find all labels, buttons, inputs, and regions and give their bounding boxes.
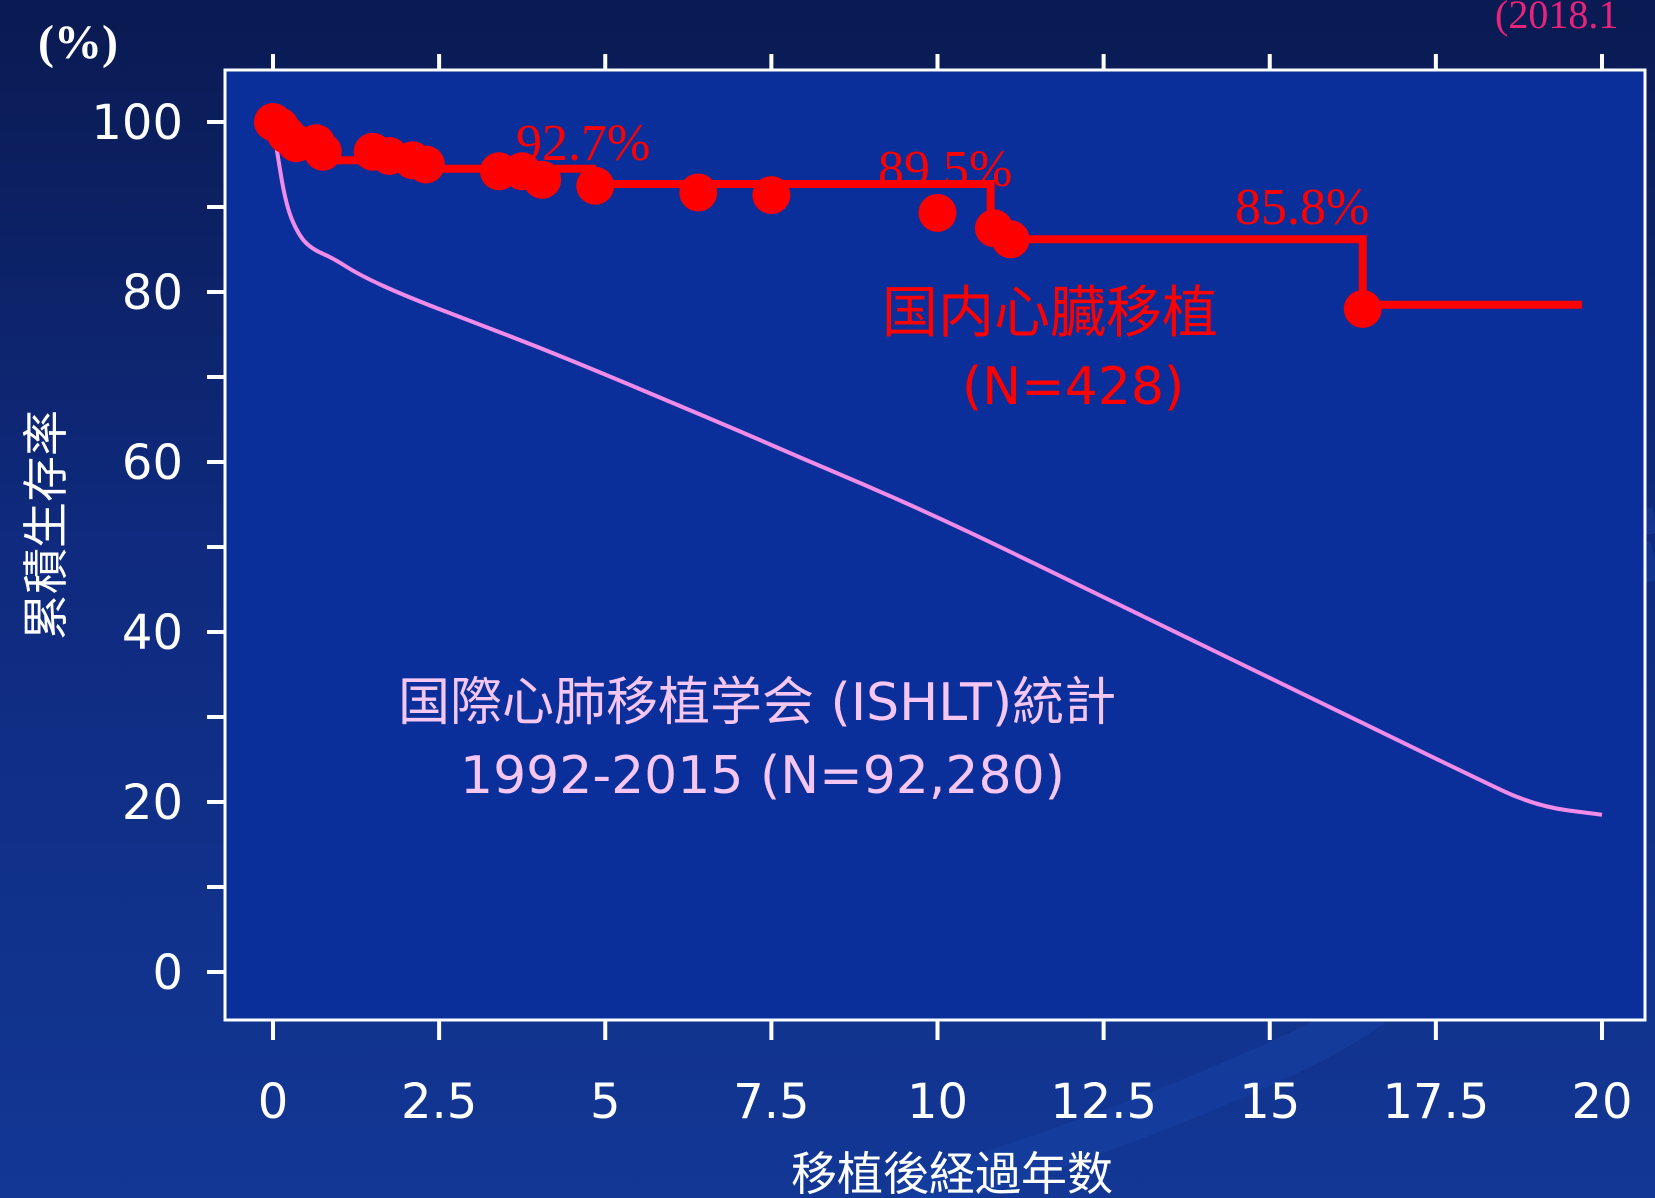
x-tick-label: 10	[907, 1074, 968, 1130]
ishlt-series-sublabel: 1992-2015 (N=92,280)	[460, 746, 1065, 806]
domestic-event-point	[679, 173, 718, 212]
x-tick-label: 7.5	[733, 1074, 809, 1130]
domestic-event-point	[918, 193, 957, 232]
y-tick-label: 40	[122, 605, 183, 661]
annotation-10yr: 89.5%	[878, 141, 1012, 198]
x-tick-label: 5	[590, 1074, 621, 1130]
y-tick-label: 60	[122, 435, 183, 491]
y-tick-label: 20	[122, 775, 183, 831]
series-points	[254, 103, 1382, 328]
annotation-5yr: 92.7%	[516, 115, 650, 172]
x-axis-title: 移植後経過年数	[791, 1147, 1113, 1198]
domestic-series-sublabel: (N=428)	[962, 357, 1184, 417]
y-tick-label: 80	[122, 265, 183, 321]
y-tick-label: 100	[91, 95, 183, 151]
domestic-event-point	[303, 132, 342, 171]
corner-note: (2018.1	[1495, 0, 1618, 37]
annotation-15yr: 85.8%	[1235, 179, 1369, 236]
domestic-event-point	[406, 145, 445, 184]
x-tick-label: 17.5	[1382, 1074, 1489, 1130]
axes: 0 2.5 5 7.5 10 12.5 15 17.5 20 0 20 40 60 80 100	[91, 54, 1633, 1130]
y-axis-title: 累積生存率	[19, 410, 73, 640]
x-tick-label: 2.5	[401, 1074, 477, 1130]
x-tick-label: 12.5	[1050, 1074, 1157, 1130]
domestic-event-point	[523, 160, 562, 199]
y-tick-label: 0	[152, 945, 183, 1001]
ishlt-series-label: 国際心肺移植学会 (ISHLT)統計	[398, 673, 1116, 733]
x-tick-label: 20	[1571, 1074, 1632, 1130]
x-tick-label: 15	[1239, 1074, 1300, 1130]
ishlt-survival-line	[271, 121, 1603, 817]
domestic-event-point	[1343, 290, 1382, 328]
domestic-series-label: 国内心臓移植	[882, 281, 1218, 346]
x-tick-label: 0	[258, 1074, 289, 1130]
domestic-event-point	[752, 176, 791, 215]
domestic-event-point	[576, 166, 615, 205]
y-unit-label: (%)	[38, 16, 118, 69]
domestic-event-point	[991, 220, 1030, 259]
